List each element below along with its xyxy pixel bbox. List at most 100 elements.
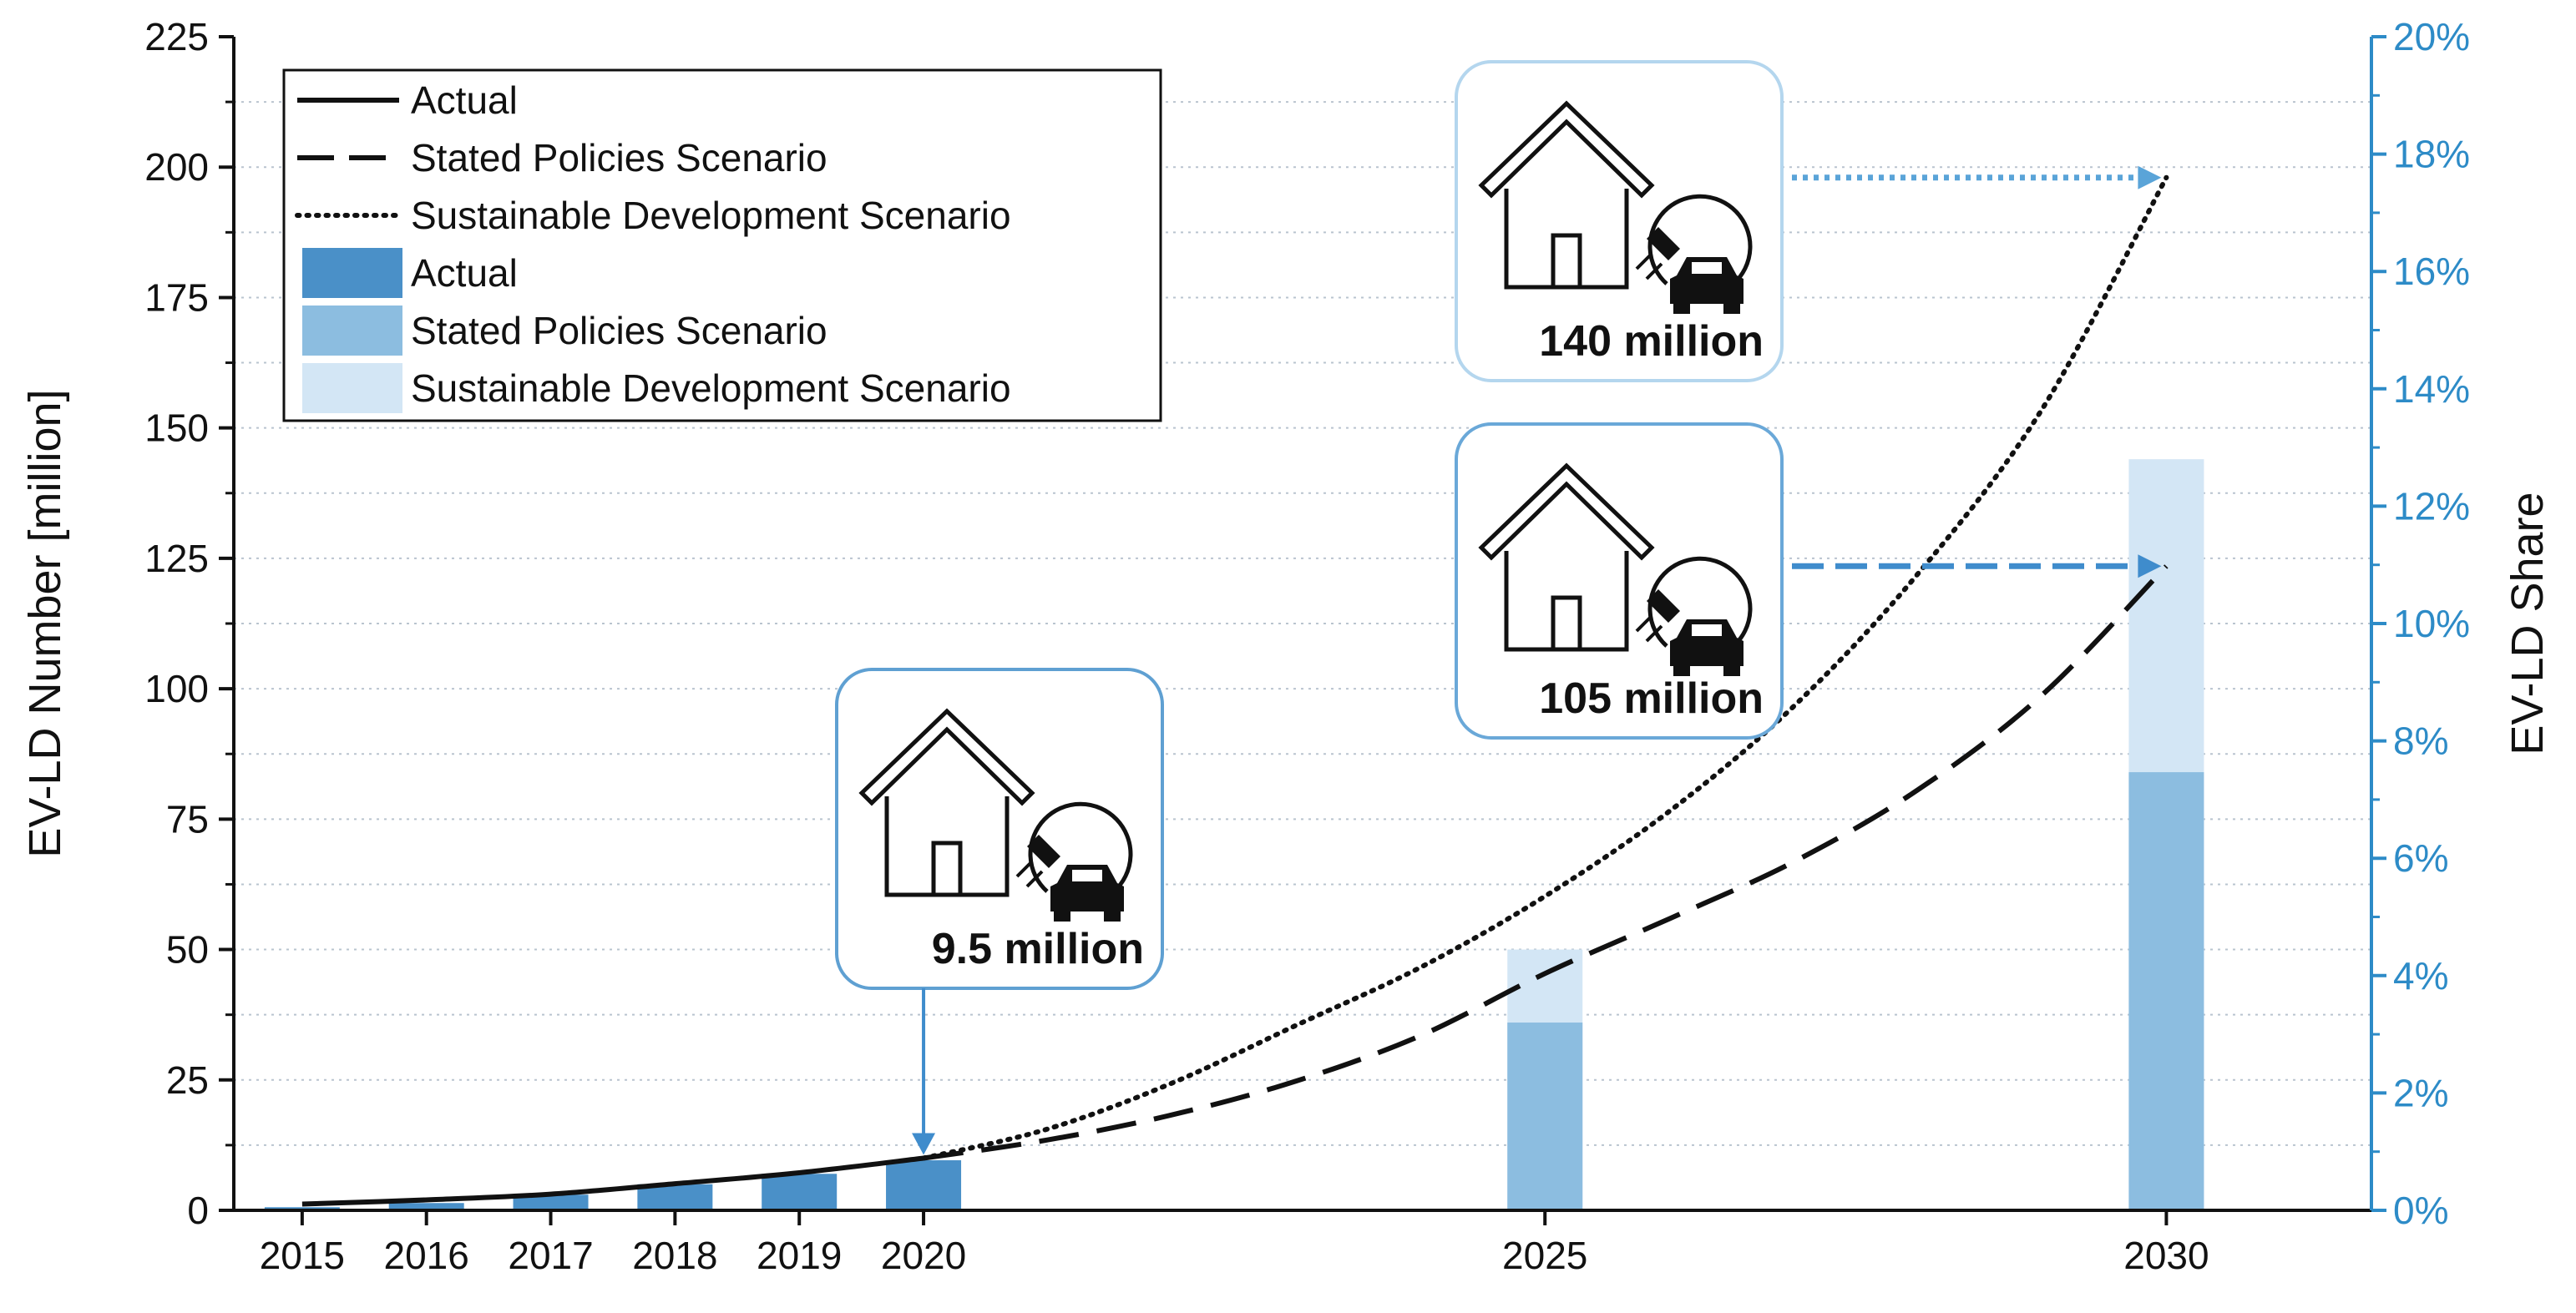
legend-label: Stated Policies Scenario xyxy=(411,309,827,352)
plug-shape xyxy=(1647,227,1680,260)
plug-pin xyxy=(1025,870,1044,888)
callout-label: 140 million xyxy=(1539,317,1764,366)
y2-tick-label: 12% xyxy=(2393,484,2470,528)
y-tick-label: 175 xyxy=(144,275,209,319)
charger-arc xyxy=(1647,194,1753,285)
bar xyxy=(1507,1023,1583,1210)
plug-pin xyxy=(1635,614,1653,633)
car-window xyxy=(1072,870,1102,881)
y2-tick-label: 2% xyxy=(2393,1071,2448,1114)
y2-tick-label: 14% xyxy=(2393,367,2470,411)
y-tick-label: 50 xyxy=(166,928,209,972)
plug-pin xyxy=(1015,860,1034,878)
car-wheel xyxy=(1673,302,1690,314)
x-tick-label: 2016 xyxy=(384,1234,469,1277)
callout: 140 million xyxy=(1455,60,2162,382)
y-tick-label: 200 xyxy=(144,145,209,189)
x-tick-label: 2019 xyxy=(757,1234,842,1277)
plug-shape xyxy=(1027,835,1060,868)
y2-tick-label: 0% xyxy=(2393,1189,2448,1232)
legend-box xyxy=(282,68,1162,422)
y-tick-label: 225 xyxy=(144,15,209,58)
wall-shape xyxy=(1504,551,1629,652)
legend-label: Actual xyxy=(411,251,518,295)
series-line xyxy=(923,564,2169,1161)
charger-arc xyxy=(1647,556,1753,648)
x-tick-label: 2017 xyxy=(508,1234,593,1277)
house-charger-icon xyxy=(1478,462,1753,676)
plug-pin xyxy=(1645,624,1663,643)
y2-tick-label: 6% xyxy=(2393,836,2448,880)
legend-swatch-bar xyxy=(302,306,402,356)
legend-layer: Actual Stated Policies Scenario Sustainabl… xyxy=(282,68,1162,422)
y2-tick-label: 20% xyxy=(2393,15,2470,58)
grid-layer xyxy=(234,101,2371,1146)
y-tick-label: 100 xyxy=(144,667,209,710)
car-body xyxy=(1050,865,1124,912)
callout-label: 9.5 million xyxy=(932,925,1144,973)
callout-label: 105 million xyxy=(1539,674,1764,723)
roof-shape xyxy=(1478,100,1655,199)
y2-tick-label: 10% xyxy=(2393,602,2470,645)
legend-label: Stated Policies Scenario xyxy=(411,136,827,179)
charger-arc xyxy=(1028,801,1133,893)
series-line xyxy=(301,1155,924,1207)
door-shape xyxy=(1551,233,1582,287)
x-tick-label: 2015 xyxy=(260,1234,345,1277)
bar xyxy=(762,1174,838,1210)
car-window xyxy=(1692,262,1722,274)
bar xyxy=(886,1160,962,1210)
plug-shape xyxy=(1647,589,1680,623)
line-layer xyxy=(301,174,2169,1207)
wall-shape xyxy=(1504,189,1629,290)
legend-label: Actual xyxy=(411,78,518,122)
x-tick-label: 2030 xyxy=(2123,1234,2209,1277)
arrow-head xyxy=(912,1133,936,1155)
y2-tick-label: 4% xyxy=(2393,954,2448,997)
y2-axis-title: EV-LD Share xyxy=(2503,492,2553,755)
y-tick-label: 75 xyxy=(166,797,209,841)
wall-shape xyxy=(884,796,1010,897)
x-tick-label: 2020 xyxy=(881,1234,966,1277)
bar-layer xyxy=(264,459,2204,1210)
callout: 105 million xyxy=(1455,422,2162,740)
car-wheel xyxy=(1104,910,1121,922)
house-charger-icon xyxy=(1478,100,1753,314)
door-shape xyxy=(931,841,963,895)
roof-shape xyxy=(1478,462,1655,561)
y2-tick-label: 18% xyxy=(2393,133,2470,176)
x-tick-label: 2025 xyxy=(1502,1234,1587,1277)
y-tick-label: 125 xyxy=(144,537,209,580)
legend-label: Sustainable Development Scenario xyxy=(411,366,1011,410)
car-wheel xyxy=(1723,664,1740,676)
series-line xyxy=(921,174,2169,1161)
y-tick-label: 150 xyxy=(144,407,209,450)
door-shape xyxy=(1551,595,1582,649)
legend-swatch-bar xyxy=(302,363,402,413)
car-window xyxy=(1692,624,1722,636)
y2-tick-label: 8% xyxy=(2393,720,2448,763)
car-body xyxy=(1670,619,1743,666)
y-axis-title: EV-LD Number [million] xyxy=(20,389,70,857)
legend-swatch-bar xyxy=(302,248,402,298)
plug-pin xyxy=(1645,262,1663,280)
car-wheel xyxy=(1723,302,1740,314)
y-tick-label: 25 xyxy=(166,1058,209,1102)
arrow-head xyxy=(2138,165,2162,189)
roof-shape xyxy=(858,708,1035,806)
car-wheel xyxy=(1673,664,1690,676)
callout: 9.5 million xyxy=(835,668,1164,1155)
car-body xyxy=(1670,257,1743,304)
axes-layer: 0 25 50 75 100 125 150 175 200 225 0% 2% 4% 6% 8% 10% 12… xyxy=(20,15,2553,1277)
house-charger-icon xyxy=(858,708,1133,922)
arrow-head xyxy=(2138,554,2162,578)
bar xyxy=(637,1184,713,1210)
callout-layer: 9.5 million 105 million 140 million xyxy=(835,60,2162,1155)
bar xyxy=(388,1203,464,1210)
legend-label: Sustainable Development Scenario xyxy=(411,194,1011,237)
y2-tick-label: 16% xyxy=(2393,250,2470,293)
bar xyxy=(513,1194,589,1210)
y-tick-label: 0 xyxy=(187,1189,209,1232)
plug-pin xyxy=(1635,252,1653,270)
